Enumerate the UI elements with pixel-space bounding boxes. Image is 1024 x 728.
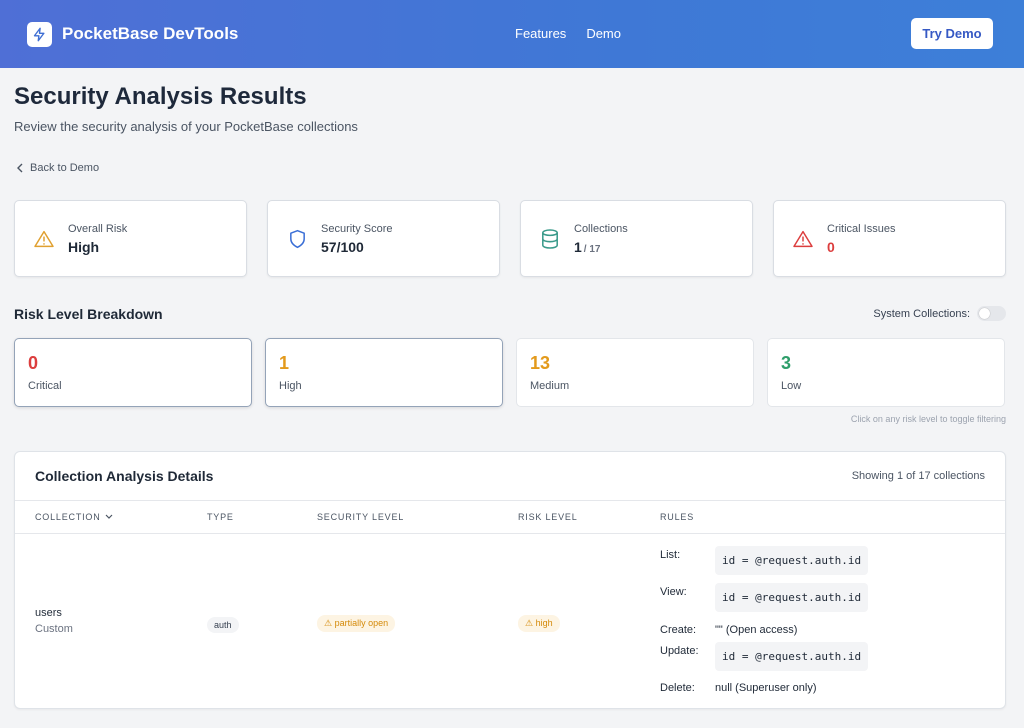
rule-delete-label: Delete: — [660, 682, 695, 694]
collection-kind: Custom — [35, 623, 73, 635]
main-nav: Features Demo — [515, 26, 621, 41]
rule-update-value: id = @request.auth.id — [715, 642, 869, 671]
stat-label: Security Score — [321, 222, 393, 235]
rule-view-label: View: — [660, 586, 687, 598]
shield-icon — [287, 229, 307, 249]
chevron-left-icon — [17, 163, 23, 173]
database-icon — [540, 228, 560, 249]
col-collection-header[interactable]: COLLECTION — [35, 512, 113, 522]
risk-level: high — [535, 618, 553, 628]
collections-total: / 17 — [583, 243, 601, 255]
warning-icon — [34, 229, 54, 249]
risk-label: Low — [781, 380, 802, 392]
risk-filter-low[interactable]: 3 Low — [767, 338, 1005, 407]
table-column-headers: COLLECTION TYPE SECURITY LEVEL RISK LEVE… — [15, 501, 1005, 534]
brand-name: PocketBase DevTools — [62, 24, 239, 43]
risk-badge: ⚠ high — [518, 615, 560, 632]
stat-value: 1/ 17 — [574, 239, 628, 255]
risk-filter-high[interactable]: 1 High — [265, 338, 503, 407]
type-cell: auth — [207, 615, 239, 633]
stat-label: Overall Risk — [68, 222, 128, 235]
table-header-bar: Collection Analysis Details Showing 1 of… — [15, 452, 1005, 501]
risk-count: 1 — [279, 353, 290, 373]
col-rules-header: RULES — [660, 512, 695, 522]
rule-update-label: Update: — [660, 645, 699, 657]
stat-label: Critical Issues — [827, 222, 896, 235]
filter-hint: Click on any risk level to toggle filter… — [850, 414, 1006, 424]
collection-cell: users Custom — [35, 607, 73, 635]
stat-value: High — [68, 238, 100, 255]
risk-label: High — [279, 380, 302, 392]
col-type-header: TYPE — [207, 512, 234, 522]
page-subtitle: Review the security analysis of your Poc… — [14, 119, 358, 134]
risk-label: Medium — [530, 380, 570, 392]
col-security-header: SECURITY LEVEL — [317, 512, 405, 522]
collection-name: users — [35, 607, 62, 619]
breakdown-title: Risk Level Breakdown — [14, 306, 163, 322]
system-collections-toggle-group: System Collections: — [873, 306, 1006, 321]
security-cell: ⚠ partially open — [317, 613, 396, 632]
rule-list-value: id = @request.auth.id — [715, 546, 869, 575]
risk-count: 13 — [530, 353, 551, 373]
stat-card-critical-issues: Critical Issues 0 — [773, 200, 1006, 277]
risk-filter-medium[interactable]: 13 Medium — [516, 338, 754, 407]
page-title: Security Analysis Results — [14, 83, 307, 110]
col-risk-header: RISK LEVEL — [518, 512, 578, 522]
top-navbar: PocketBase DevTools Features Demo Try De… — [0, 0, 1024, 68]
table-row[interactable]: users Custom auth ⚠ partially open ⚠ hig… — [15, 534, 1005, 708]
col-label: COLLECTION — [35, 512, 101, 522]
risk-cell: ⚠ high — [518, 613, 560, 632]
risk-filter-critical[interactable]: 0 Critical — [14, 338, 252, 407]
alert-icon — [793, 229, 813, 249]
back-label: Back to Demo — [30, 162, 100, 174]
rule-create-value: "" (Open access) — [715, 624, 798, 636]
collection-analysis-card: Collection Analysis Details Showing 1 of… — [14, 451, 1006, 709]
lightning-icon — [27, 21, 52, 47]
collections-count: 1 — [574, 238, 582, 255]
table-title: Collection Analysis Details — [35, 468, 214, 484]
risk-label: Critical — [28, 380, 62, 392]
system-collections-toggle[interactable] — [977, 306, 1006, 321]
stat-card-overall-risk: Overall Risk High — [14, 200, 247, 277]
rule-list-label: List: — [660, 549, 681, 561]
table-count: Showing 1 of 17 collections — [851, 470, 985, 482]
type-badge: auth — [207, 617, 239, 633]
toggle-label: System Collections: — [873, 307, 970, 320]
risk-count: 0 — [28, 353, 39, 373]
rule-create-label: Create: — [660, 624, 697, 636]
security-badge: ⚠ partially open — [317, 615, 396, 632]
stat-value: 0 — [827, 238, 835, 255]
stat-card-collections: Collections 1/ 17 — [520, 200, 753, 277]
nav-demo[interactable]: Demo — [586, 26, 621, 41]
back-to-demo-link[interactable]: Back to Demo — [16, 162, 99, 174]
stat-card-security-score: Security Score 57/100 — [267, 200, 500, 277]
stat-label: Collections — [574, 222, 628, 235]
chevron-down-icon — [105, 514, 112, 519]
rule-delete-value: null (Superuser only) — [715, 682, 817, 694]
nav-features[interactable]: Features — [515, 26, 567, 41]
try-demo-button[interactable]: Try Demo — [911, 18, 993, 49]
brand[interactable]: PocketBase DevTools — [27, 21, 239, 47]
security-level: partially open — [334, 618, 389, 628]
rule-view-value: id = @request.auth.id — [715, 583, 869, 612]
stat-value: 57/100 — [321, 238, 364, 255]
risk-count: 3 — [781, 353, 792, 373]
